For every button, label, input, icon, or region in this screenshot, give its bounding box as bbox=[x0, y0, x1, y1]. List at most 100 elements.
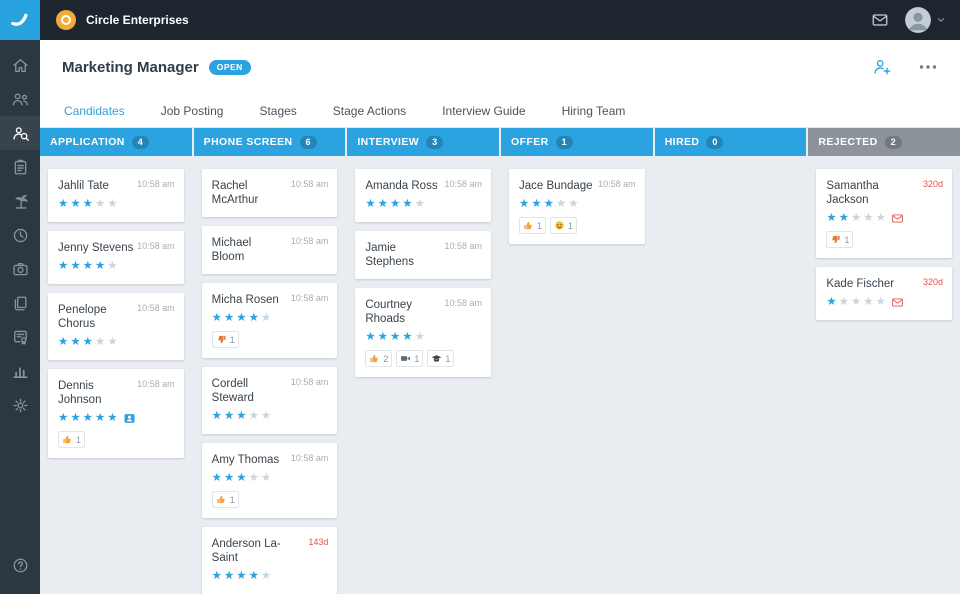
star-rating[interactable]: ★ ★ ★ ★ ★ bbox=[826, 295, 942, 310]
candidate-card-amanda-ross[interactable]: 10:58 am Amanda Ross ★ ★ ★ ★ ★ bbox=[355, 169, 492, 222]
star-rating[interactable]: ★ ★ ★ ★ ★ bbox=[58, 411, 174, 426]
column-body-phone-screen: 10:58 am Rachel McArthur 10:58 am Michael Blo… bbox=[194, 156, 346, 594]
company-switcher[interactable]: Circle Enterprises bbox=[40, 10, 189, 30]
candidate-time: 10:58 am bbox=[137, 179, 175, 189]
star-rating[interactable]: ★ ★ ★ ★ ★ bbox=[212, 471, 328, 486]
star-filled-icon: ★ bbox=[826, 296, 837, 308]
candidate-name: Amanda Ross bbox=[365, 180, 438, 192]
candidate-card-courtney-rhoads[interactable]: 10:58 am Courtney Rhoads ★ ★ ★ ★ ★ 2 1 1 bbox=[355, 288, 492, 377]
sidebar-item-people[interactable] bbox=[0, 82, 40, 116]
column-count-badge: 4 bbox=[131, 135, 149, 149]
tab-job-posting[interactable]: Job Posting bbox=[160, 103, 224, 118]
tab-hiring-team[interactable]: Hiring Team bbox=[561, 103, 626, 118]
add-candidate-button[interactable] bbox=[872, 57, 892, 77]
column-count-badge: 2 bbox=[884, 135, 902, 149]
star-filled-icon: ★ bbox=[82, 412, 93, 424]
star-rating[interactable]: ★ ★ ★ ★ ★ bbox=[58, 259, 174, 274]
candidate-card-michael-bloom[interactable]: 10:58 am Michael Bloom bbox=[201, 226, 338, 274]
tab-stage-actions[interactable]: Stage Actions bbox=[332, 103, 407, 118]
candidate-card-samantha-jackson[interactable]: 320d Samantha Jackson ★ ★ ★ ★ ★ 1 bbox=[816, 169, 953, 258]
help-icon bbox=[11, 556, 30, 575]
star-filled-icon: ★ bbox=[223, 312, 235, 324]
star-rating[interactable]: ★ ★ ★ ★ ★ bbox=[58, 197, 174, 212]
sidebar-item-home[interactable] bbox=[0, 48, 40, 82]
column-count-badge: 0 bbox=[706, 135, 724, 149]
star-rating[interactable]: ★ ★ ★ ★ ★ bbox=[365, 330, 481, 345]
candidate-card-micha-rosen[interactable]: 10:58 am Micha Rosen ★ ★ ★ ★ ★ 1 bbox=[201, 283, 338, 358]
more-options-button[interactable] bbox=[918, 57, 938, 77]
sidebar-item-help[interactable] bbox=[0, 548, 40, 582]
star-rating[interactable]: ★ ★ ★ ★ ★ bbox=[826, 211, 942, 226]
sidebar-item-certificate[interactable] bbox=[0, 320, 40, 354]
star-empty-icon: ★ bbox=[107, 336, 118, 348]
company-avatar-icon bbox=[56, 10, 76, 30]
candidate-card-anderson-la-saint[interactable]: 143d Anderson La- Saint ★ ★ ★ ★ ★ bbox=[201, 527, 338, 594]
sidebar-item-clipboard[interactable] bbox=[0, 150, 40, 184]
tab-stages[interactable]: Stages bbox=[259, 103, 297, 118]
star-empty-icon: ★ bbox=[838, 296, 849, 308]
candidate-card-jenny-stevens[interactable]: 10:58 am Jenny Stevens ★ ★ ★ ★ ★ bbox=[48, 231, 184, 284]
star-rating[interactable]: ★ ★ ★ ★ ★ bbox=[212, 409, 328, 424]
candidate-card-rachel-mcarthur[interactable]: 10:58 am Rachel McArthur bbox=[201, 169, 338, 217]
status-badge: OPEN bbox=[208, 59, 251, 75]
candidate-name: Anderson La- Saint bbox=[211, 538, 281, 564]
star-rating[interactable]: ★ ★ ★ ★ ★ bbox=[212, 311, 328, 326]
tab-candidates[interactable]: Candidates bbox=[64, 103, 125, 118]
app-logo[interactable] bbox=[0, 0, 40, 40]
column-rejected: REJECTED 2 320d Samantha Jackson ★ ★ ★ ★ ★ 1 320d Ka… bbox=[808, 128, 960, 594]
column-hired: HIRED 0 bbox=[654, 128, 807, 594]
user-menu[interactable] bbox=[905, 7, 946, 33]
badge-row: 1 bbox=[58, 431, 174, 448]
badge-row: 1 bbox=[211, 491, 328, 508]
column-header-rejected[interactable]: REJECTED 2 bbox=[808, 128, 960, 156]
column-header-phone-screen[interactable]: PHONE SCREEN 6 bbox=[193, 128, 346, 156]
star-filled-icon: ★ bbox=[365, 198, 376, 210]
star-empty-icon: ★ bbox=[850, 212, 862, 224]
candidate-card-amy-thomas[interactable]: 10:58 am Amy Thomas ★ ★ ★ ★ ★ 1 bbox=[201, 443, 338, 518]
candidate-card-jace-bundage[interactable]: 10:58 am Jace Bundage ★ ★ ★ ★ ★ 1 1 bbox=[509, 169, 645, 244]
candidate-time: 10:58 am bbox=[137, 379, 175, 389]
sidebar-item-documents[interactable] bbox=[0, 286, 40, 320]
column-count-badge: 1 bbox=[555, 135, 573, 149]
column-header-hired[interactable]: HIRED 0 bbox=[654, 128, 807, 156]
candidate-card-cordell-steward[interactable]: 10:58 am Cordell Steward ★ ★ ★ ★ ★ bbox=[201, 367, 338, 434]
tab-interview-guide[interactable]: Interview Guide bbox=[442, 103, 526, 118]
page-header: Marketing Manager OPEN bbox=[40, 40, 960, 94]
candidate-card-jamie-stephens[interactable]: 10:58 am Jamie Stephens bbox=[355, 231, 492, 279]
star-empty-icon: ★ bbox=[260, 312, 272, 324]
star-filled-icon: ★ bbox=[58, 412, 69, 424]
sidebar-item-camera[interactable] bbox=[0, 252, 40, 286]
star-empty-icon: ★ bbox=[260, 570, 272, 582]
sidebar-item-bar-chart[interactable] bbox=[0, 354, 40, 388]
star-rating[interactable]: ★ ★ ★ ★ ★ bbox=[58, 335, 174, 350]
sidebar-item-gear[interactable] bbox=[0, 388, 40, 422]
star-empty-icon: ★ bbox=[555, 198, 567, 210]
mail-icon bbox=[871, 11, 889, 29]
badge-count: 1 bbox=[445, 353, 451, 364]
star-rating[interactable]: ★ ★ ★ ★ ★ bbox=[212, 569, 328, 584]
star-filled-icon: ★ bbox=[82, 336, 93, 348]
sidebar-item-candidate-search[interactable] bbox=[0, 116, 40, 150]
messages-button[interactable] bbox=[871, 11, 889, 29]
column-header-application[interactable]: APPLICATION 4 bbox=[40, 128, 192, 156]
candidate-card-kade-fischer[interactable]: 320d Kade Fischer ★ ★ ★ ★ ★ bbox=[816, 267, 953, 320]
candidate-time: 10:58 am bbox=[290, 293, 329, 303]
candidate-name: Samantha Jackson bbox=[826, 180, 879, 206]
star-filled-icon: ★ bbox=[58, 336, 69, 348]
star-rating[interactable]: ★ ★ ★ ★ ★ bbox=[519, 197, 635, 212]
id-card-icon bbox=[123, 412, 136, 425]
badge-count: 2 bbox=[383, 353, 389, 364]
star-rating[interactable]: ★ ★ ★ ★ ★ bbox=[365, 197, 481, 212]
candidate-card-dennis-johnson[interactable]: 10:58 am Dennis Johnson ★ ★ ★ ★ ★ 1 bbox=[48, 369, 184, 458]
candidate-time: 320d bbox=[923, 277, 944, 287]
column-header-interview[interactable]: INTERVIEW 3 bbox=[347, 128, 500, 156]
column-header-offer[interactable]: OFFER 1 bbox=[501, 128, 653, 156]
topbar-right bbox=[871, 7, 960, 33]
star-filled-icon: ★ bbox=[58, 260, 69, 272]
sidebar-item-clock[interactable] bbox=[0, 218, 40, 252]
sidebar-item-palm-tree[interactable] bbox=[0, 184, 40, 218]
candidate-card-penelope-chorus[interactable]: 10:58 am Penelope Chorus ★ ★ ★ ★ ★ bbox=[48, 293, 184, 360]
star-filled-icon: ★ bbox=[211, 410, 222, 422]
candidate-card-jahlil-tate[interactable]: 10:58 am Jahlil Tate ★ ★ ★ ★ ★ bbox=[48, 169, 184, 222]
